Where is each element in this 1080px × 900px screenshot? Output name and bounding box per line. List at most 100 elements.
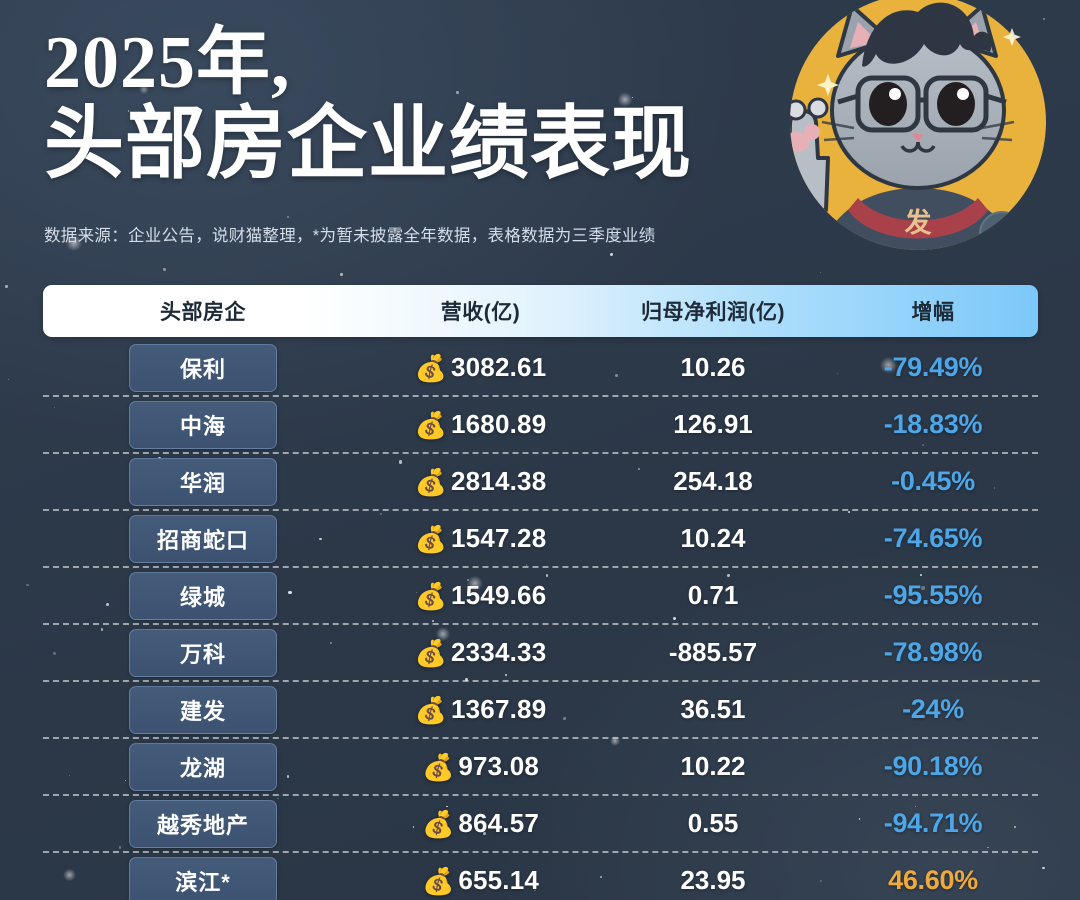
company-name-pill[interactable]: 越秀地产	[129, 799, 277, 848]
sparkle-decoration	[817, 28, 1021, 96]
star-dot	[1043, 18, 1045, 20]
company-name-pill[interactable]: 华润	[129, 457, 277, 506]
company-cell: 建发	[43, 685, 363, 734]
mascot-cat-illustration: 发 财	[766, 0, 1066, 282]
money-bag-icon: 💰	[414, 409, 447, 440]
profit-value: 0.71	[687, 580, 739, 610]
company-name-pill[interactable]: 建发	[129, 685, 277, 734]
revenue-cell: 💰 1549.66	[363, 580, 598, 611]
revenue-cell: 💰 973.08	[363, 751, 598, 782]
column-header-revenue: 营收(亿)	[440, 301, 521, 324]
source-note: 数据来源：企业公告，说财猫整理，*为暂未披露全年数据，表格数据为三季度业绩	[44, 227, 656, 245]
star-dot	[964, 84, 968, 87]
revenue-value: 973.08	[458, 751, 540, 781]
mascot-hair	[862, 2, 992, 67]
revenue-value: 655.14	[458, 865, 540, 895]
revenue-value: 3082.61	[450, 352, 547, 382]
performance-table: 头部房企 营收(亿) 归母净利润(亿) 增幅 保利 💰 3082.61 10.26 -7…	[43, 285, 1038, 900]
revenue-value: 1680.89	[450, 409, 547, 439]
company-cell: 招商蛇口	[43, 514, 363, 563]
table-row: 保利 💰 3082.61 10.26 -79.49%	[43, 340, 1038, 397]
mascot-circle-backdrop	[790, 0, 1046, 250]
table-header-row: 头部房企 营收(亿) 归母净利润(亿) 增幅	[43, 285, 1038, 337]
star-dot	[848, 208, 851, 210]
revenue-cell: 💰 1680.89	[363, 409, 598, 440]
table-row: 越秀地产 💰 864.57 0.55 -94.71%	[43, 796, 1038, 853]
revenue-cell: 💰 864.57	[363, 808, 598, 839]
table-row: 滨江* 💰 655.14 23.95 46.60%	[43, 853, 1038, 900]
profit-value: 0.55	[687, 808, 739, 838]
star-dot	[339, 273, 344, 277]
star-dot	[26, 584, 29, 587]
star-dot	[610, 252, 614, 256]
table-row: 龙湖 💰 973.08 10.22 -90.18%	[43, 739, 1038, 796]
growth-value: -79.49%	[883, 352, 983, 382]
table-row: 招商蛇口 💰 1547.28 10.24 -74.65%	[43, 511, 1038, 568]
badge-char: 财	[992, 226, 1011, 248]
mascot-svg: 发 财	[790, 0, 1046, 250]
star-dot	[911, 244, 913, 247]
star-dot	[1042, 866, 1045, 869]
company-cell: 越秀地产	[43, 799, 363, 848]
revenue-cell: 💰 3082.61	[363, 352, 598, 383]
company-name-pill[interactable]: 招商蛇口	[129, 514, 277, 563]
growth-value: -78.98%	[883, 637, 983, 667]
company-cell: 中海	[43, 400, 363, 449]
star-dot	[5, 285, 9, 289]
table-row: 万科 💰 2334.33 -885.57 -78.98%	[43, 625, 1038, 682]
company-cell: 龙湖	[43, 742, 363, 791]
table-row: 华润 💰 2814.38 254.18 -0.45%	[43, 454, 1038, 511]
company-name-pill[interactable]: 滨江*	[129, 856, 277, 900]
table-body: 保利 💰 3082.61 10.26 -79.49% 中海 💰 1680.89 126.91 -1…	[43, 340, 1038, 900]
company-name-pill[interactable]: 中海	[129, 400, 277, 449]
profit-value: 126.91	[673, 409, 753, 439]
company-name-pill[interactable]: 保利	[129, 343, 277, 392]
revenue-value: 2814.38	[450, 466, 547, 496]
company-name-pill[interactable]: 龙湖	[129, 742, 277, 791]
money-bag-icon: 💰	[414, 523, 447, 554]
bandana-char: 发	[904, 207, 932, 238]
star-dot	[163, 268, 167, 272]
company-name-pill[interactable]: 绿城	[129, 571, 277, 620]
company-cell: 万科	[43, 628, 363, 677]
company-name-pill[interactable]: 万科	[129, 628, 277, 677]
company-cell: 保利	[43, 343, 363, 392]
growth-value: -18.83%	[883, 409, 983, 439]
star-dot	[1037, 679, 1041, 683]
table-row: 建发 💰 1367.89 36.51 -24%	[43, 682, 1038, 739]
revenue-cell: 💰 2334.33	[363, 637, 598, 668]
profit-value: -885.57	[668, 637, 758, 667]
revenue-cell: 💰 655.14	[363, 865, 598, 896]
revenue-value: 864.57	[458, 808, 540, 838]
profit-value: 10.22	[680, 751, 746, 781]
money-bag-icon: 💰	[414, 352, 447, 383]
revenue-cell: 💰 1547.28	[363, 523, 598, 554]
revenue-cell: 💰 1367.89	[363, 694, 598, 725]
table-row: 中海 💰 1680.89 126.91 -18.83%	[43, 397, 1038, 454]
star-dot	[287, 216, 290, 219]
money-bag-icon: 💰	[421, 751, 455, 782]
money-bag-icon: 💰	[414, 694, 447, 725]
page-title: 2025年, 头部房企业绩表现	[44, 25, 764, 190]
growth-value: -24%	[902, 694, 964, 724]
growth-value: 46.60%	[888, 865, 978, 895]
company-cell: 华润	[43, 457, 363, 506]
money-bag-icon: 💰	[421, 865, 455, 896]
star-dot	[820, 272, 822, 274]
star-dot	[8, 378, 10, 380]
profit-value: 36.51	[680, 694, 746, 724]
title-line-2: 头部房企业绩表现	[44, 101, 692, 190]
column-header-growth: 增幅	[911, 301, 955, 324]
profit-value: 23.95	[680, 865, 746, 895]
revenue-value: 1367.89	[450, 694, 547, 724]
money-bag-icon: 💰	[414, 580, 447, 611]
column-header-profit: 归母净利润(亿)	[641, 301, 785, 324]
revenue-value: 1549.66	[450, 580, 547, 610]
growth-value: -94.71%	[883, 808, 983, 838]
company-cell: 滨江*	[43, 856, 363, 900]
column-header-company: 头部房企	[160, 301, 246, 324]
growth-value: -95.55%	[883, 580, 983, 610]
money-bag-icon: 💰	[414, 637, 447, 668]
mascot-paw	[790, 97, 830, 214]
